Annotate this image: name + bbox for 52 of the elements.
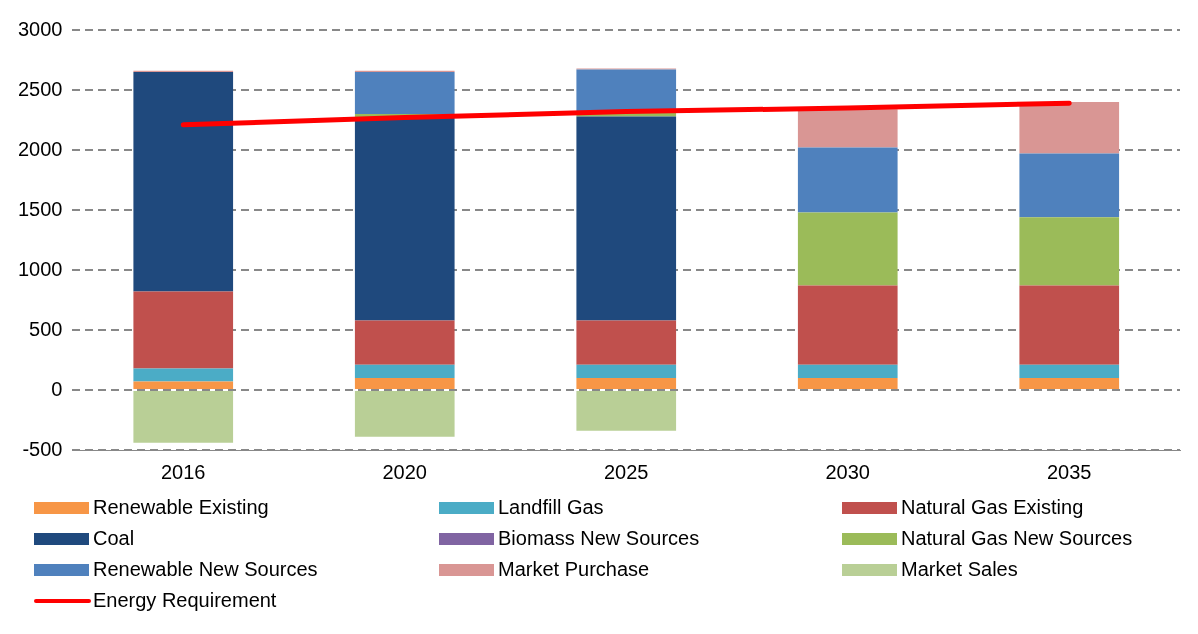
bar — [133, 72, 234, 292]
bar — [576, 391, 677, 431]
y-tick-label: 0 — [51, 377, 63, 400]
x-tick-label: 2035 — [1047, 460, 1092, 483]
bar — [1019, 378, 1120, 389]
legend-label: Market Purchase — [498, 558, 650, 581]
y-tick-label: 500 — [29, 317, 63, 340]
bar — [1019, 153, 1120, 218]
legend-label: Renewable New Sources — [93, 558, 318, 581]
legend-label: Energy Requirement — [93, 589, 277, 612]
bar — [576, 320, 677, 365]
bar — [354, 320, 455, 365]
bar — [1019, 285, 1120, 365]
legend-label: Coal — [93, 527, 135, 550]
bar — [133, 381, 234, 389]
x-tick-label: 2016 — [160, 460, 206, 483]
bar — [133, 368, 234, 382]
legend-label: Natural Gas Existing — [901, 496, 1084, 519]
y-tick-label: 1500 — [17, 197, 63, 220]
bar — [354, 391, 455, 437]
legend-label: Renewable Existing — [93, 496, 269, 519]
legend-label: Biomass New Sources — [498, 527, 700, 550]
bar — [354, 117, 455, 321]
bar — [1019, 102, 1120, 154]
bar — [797, 147, 898, 213]
bar — [354, 364, 455, 378]
bar — [133, 391, 234, 443]
legend-label: Landfill Gas — [498, 496, 604, 519]
legend-label: Market Sales — [901, 558, 1018, 581]
bar — [576, 364, 677, 378]
y-tick-label: -500 — [22, 437, 63, 460]
bar — [576, 378, 677, 389]
bar — [797, 212, 898, 286]
x-tick-label: 2030 — [825, 460, 870, 483]
legend-label: Natural Gas New Sources — [901, 527, 1133, 550]
bar — [797, 378, 898, 389]
bar — [354, 72, 455, 114]
x-tick-label: 2020 — [382, 460, 427, 483]
bar — [354, 378, 455, 389]
y-tick-label: 2000 — [17, 137, 63, 160]
x-tick-label: 2025 — [604, 460, 649, 483]
bar — [576, 116, 677, 321]
y-tick-label: 2500 — [17, 77, 63, 100]
bar — [797, 285, 898, 365]
bar — [1019, 217, 1120, 286]
bar — [797, 364, 898, 378]
bar — [797, 109, 898, 148]
bar — [576, 69, 677, 113]
y-tick-label: 3000 — [17, 17, 63, 40]
bar — [133, 291, 234, 369]
y-tick-label: 1000 — [17, 257, 63, 280]
bar — [1019, 364, 1120, 378]
